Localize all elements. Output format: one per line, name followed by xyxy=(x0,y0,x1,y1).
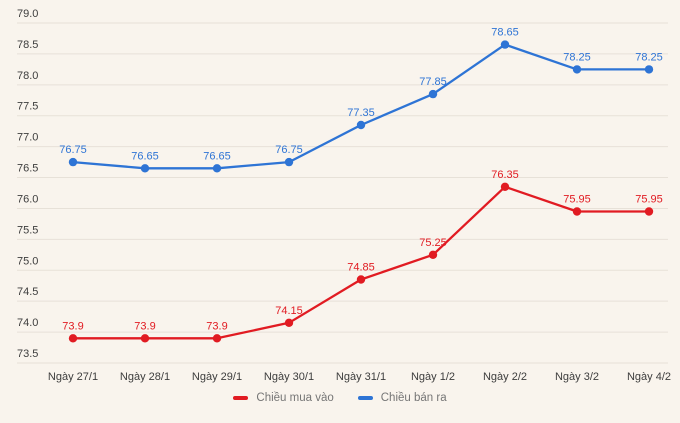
y-axis-tick-label: 75.0 xyxy=(17,255,38,267)
data-point[interactable] xyxy=(428,250,438,259)
x-axis-tick-label: Ngày 30/1 xyxy=(264,371,314,383)
data-point[interactable] xyxy=(284,157,294,167)
chart-legend: Chiều mua vào Chiều bán ra xyxy=(0,392,680,404)
y-axis-tick-label: 77.5 xyxy=(17,101,38,113)
data-point-label: 78.65 xyxy=(491,27,519,39)
data-point-label: 76.65 xyxy=(203,150,231,162)
y-axis-tick-label: 79.0 xyxy=(17,8,38,20)
data-point-label: 73.9 xyxy=(206,320,227,332)
data-point[interactable] xyxy=(644,65,654,74)
data-point[interactable] xyxy=(68,157,78,167)
data-point[interactable] xyxy=(644,207,654,216)
data-point-label: 76.75 xyxy=(275,144,303,156)
data-point[interactable] xyxy=(212,334,222,343)
y-axis-tick-label: 78.5 xyxy=(17,39,38,51)
data-point[interactable] xyxy=(356,120,366,130)
legend-marker-sell-icon xyxy=(357,396,373,400)
y-axis-tick-label: 73.5 xyxy=(17,348,38,360)
y-axis-tick-label: 76.0 xyxy=(17,193,38,205)
x-axis-tick-label: Ngày 1/2 xyxy=(411,371,455,383)
x-axis-tick-label: Ngày 29/1 xyxy=(192,371,242,383)
data-point-label: 74.15 xyxy=(275,305,303,317)
legend-label-sell: Chiều bán ra xyxy=(380,392,447,404)
legend-item-chieu-ban-ra[interactable]: Chiều bán ra xyxy=(357,392,447,404)
data-point-label: 73.9 xyxy=(134,320,155,332)
data-point-label: 73.9 xyxy=(62,320,83,332)
data-point-label: 76.75 xyxy=(59,144,87,156)
data-point-label: 76.65 xyxy=(131,150,159,162)
data-point[interactable] xyxy=(572,65,582,74)
y-axis-tick-label: 74.5 xyxy=(17,286,38,298)
data-point[interactable] xyxy=(284,318,294,327)
legend-marker-buy-icon xyxy=(233,396,249,400)
data-point-label: 78.25 xyxy=(563,51,591,63)
x-axis-tick-label: Ngày 27/1 xyxy=(48,371,98,383)
y-axis-tick-label: 78.0 xyxy=(17,70,38,82)
data-point-label: 75.95 xyxy=(563,194,591,206)
data-point[interactable] xyxy=(500,182,510,191)
data-point[interactable] xyxy=(140,334,150,343)
y-axis-tick-label: 74.0 xyxy=(17,317,38,329)
data-point-label: 78.25 xyxy=(635,51,663,63)
x-axis-tick-label: Ngày 28/1 xyxy=(120,371,170,383)
x-axis-tick-label: Ngày 2/2 xyxy=(483,371,527,383)
data-point[interactable] xyxy=(428,89,438,99)
data-point-label: 77.85 xyxy=(419,76,447,88)
x-axis-tick-label: Ngày 4/2 xyxy=(627,371,671,383)
data-point[interactable] xyxy=(356,275,366,284)
data-point[interactable] xyxy=(212,164,222,173)
data-point-label: 74.85 xyxy=(347,262,375,274)
data-point[interactable] xyxy=(572,207,582,216)
data-point-label: 75.95 xyxy=(635,194,663,206)
y-axis-tick-label: 76.5 xyxy=(17,163,38,175)
legend-label-buy: Chiều mua vào xyxy=(256,392,334,404)
data-point[interactable] xyxy=(140,164,150,173)
data-point[interactable] xyxy=(68,334,78,343)
x-axis-tick-label: Ngày 3/2 xyxy=(555,371,599,383)
data-point-label: 77.35 xyxy=(347,107,375,119)
legend-item-chieu-mua-vao[interactable]: Chiều mua vào xyxy=(233,392,334,404)
data-point-label: 76.35 xyxy=(491,169,519,181)
y-axis-tick-label: 77.0 xyxy=(17,132,38,144)
data-point[interactable] xyxy=(500,40,510,49)
x-axis-tick-label: Ngày 31/1 xyxy=(336,371,386,383)
data-point-label: 75.25 xyxy=(419,237,447,249)
y-axis-tick-label: 75.5 xyxy=(17,224,38,236)
